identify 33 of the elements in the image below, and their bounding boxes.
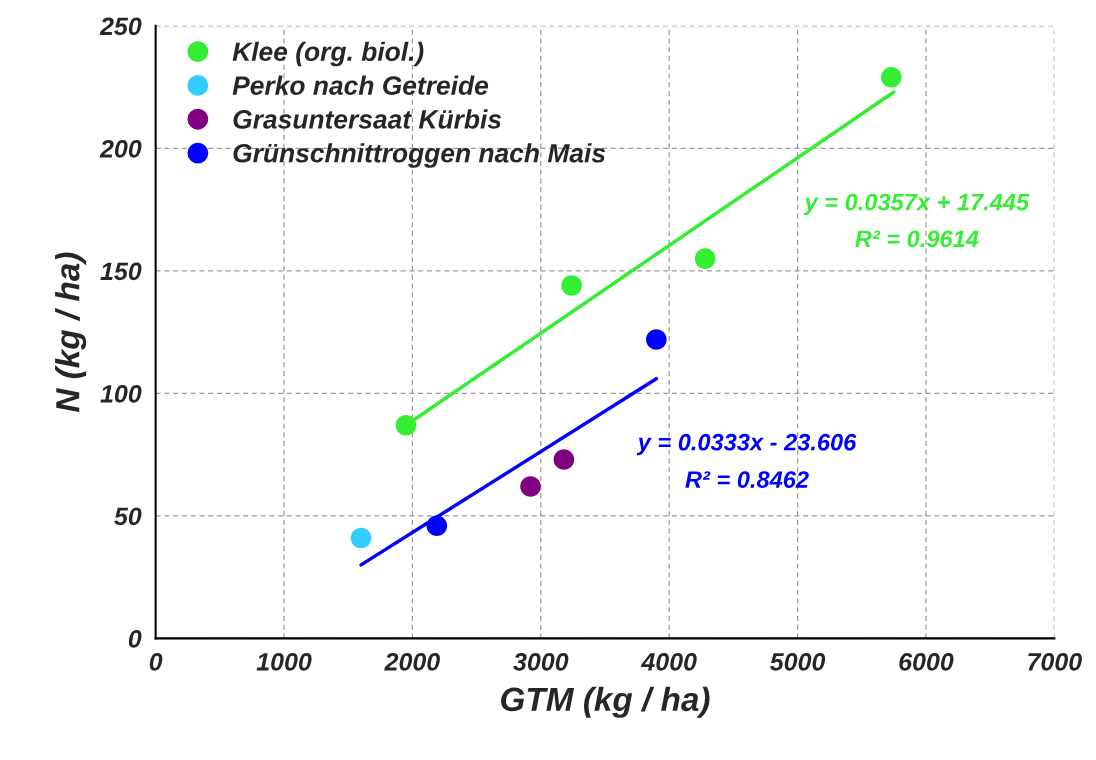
y-axis-title: N (kg / ha) bbox=[55, 252, 87, 413]
x-tick-label: 2000 bbox=[384, 652, 440, 671]
point bbox=[694, 248, 716, 269]
x-tick-label: 4000 bbox=[640, 652, 697, 671]
y-tick-label: 150 bbox=[100, 262, 142, 281]
x-tick-label: 7000 bbox=[1028, 652, 1082, 671]
y-tick-label: 50 bbox=[114, 507, 142, 526]
y-tick-label: 200 bbox=[99, 139, 142, 158]
point bbox=[350, 527, 372, 549]
annotation: R² = 0.8462 bbox=[685, 471, 809, 488]
annotation: y = 0.0357x + 17.445 bbox=[803, 193, 1030, 216]
x-tick-label: 5000 bbox=[770, 652, 826, 671]
x-tick-label: 1000 bbox=[256, 652, 312, 671]
legend-label: Klee (org. biol.) bbox=[232, 41, 424, 67]
point bbox=[561, 275, 582, 296]
point bbox=[520, 476, 541, 497]
point bbox=[646, 329, 667, 350]
x-tick-label: 6000 bbox=[899, 652, 954, 671]
y-tick-label: 250 bbox=[99, 17, 142, 36]
legend-label: Grasuntersaat Kürbis bbox=[233, 109, 502, 129]
annotation: R² = 0.9614 bbox=[855, 230, 979, 248]
legend-label: Grünschnittroggen nach Mais bbox=[233, 143, 606, 168]
x-tick-label: 0 bbox=[149, 652, 163, 671]
legend-label: Perko nach Getreide bbox=[232, 75, 489, 95]
x-tick-label: 3000 bbox=[513, 652, 569, 671]
y-tick-label: 100 bbox=[100, 384, 142, 403]
point bbox=[881, 66, 902, 88]
annotation: y = 0.0333x - 23.606 bbox=[636, 433, 857, 456]
point bbox=[395, 414, 417, 436]
point bbox=[553, 449, 575, 470]
point bbox=[426, 515, 448, 536]
x-axis-title: GTM (kg / ha) bbox=[501, 686, 710, 718]
y-tick-label: 0 bbox=[128, 630, 142, 648]
